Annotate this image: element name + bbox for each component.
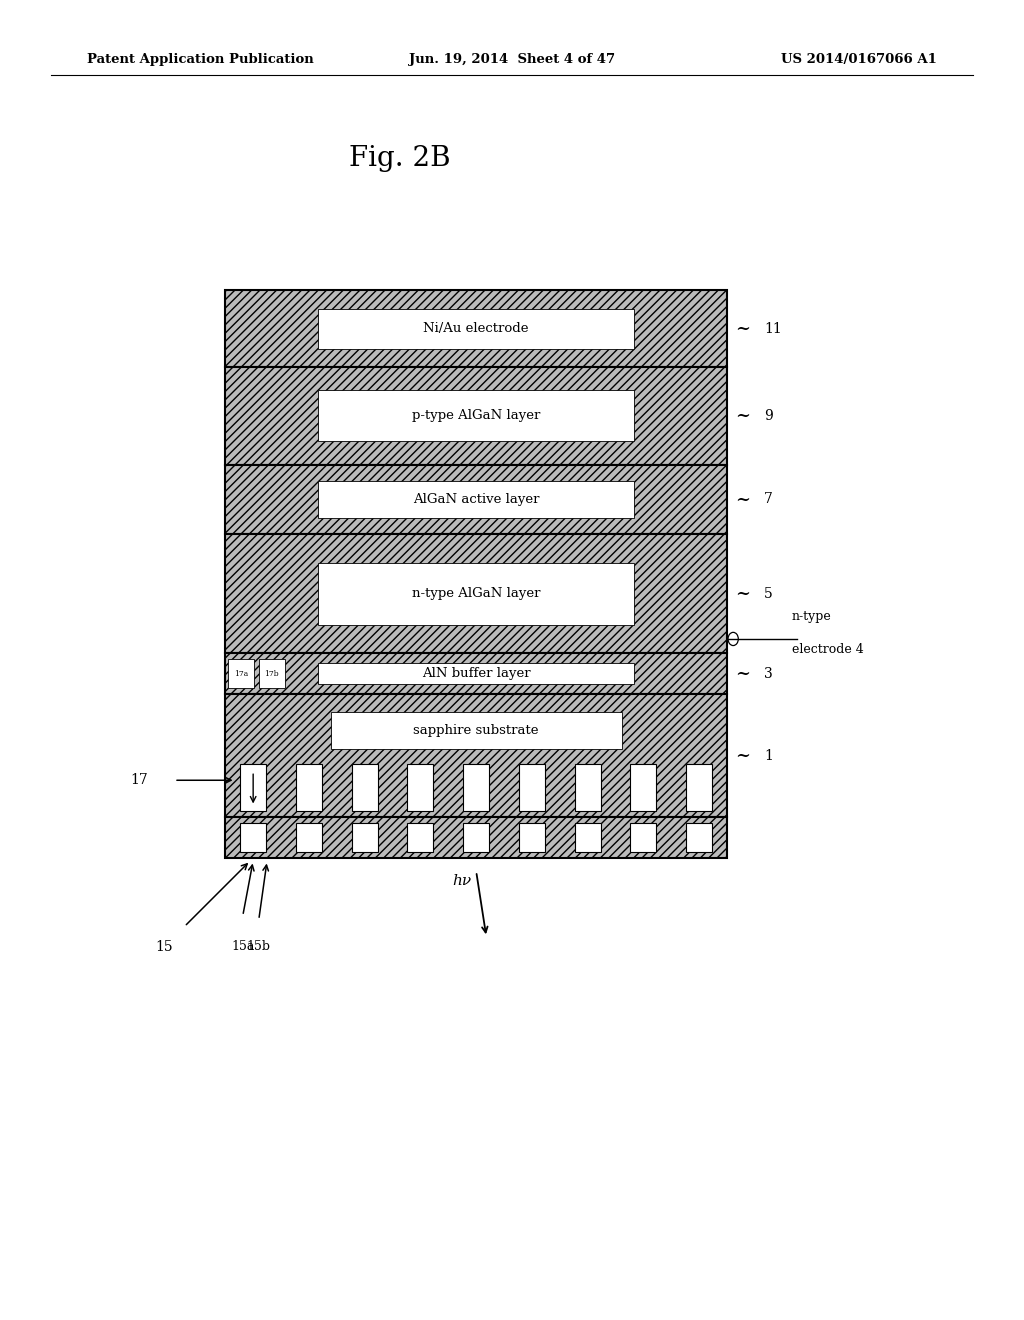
Bar [225, 535, 727, 653]
Text: Fig. 2B: Fig. 2B [348, 145, 451, 172]
Text: 17: 17 [131, 774, 148, 787]
Bar [631, 822, 656, 853]
Bar [519, 822, 545, 853]
Bar [318, 562, 634, 624]
Text: n-type: n-type [792, 610, 831, 623]
Bar [574, 764, 601, 810]
Bar [631, 764, 656, 810]
Text: AlGaN active layer: AlGaN active layer [413, 492, 540, 506]
Text: ~: ~ [735, 491, 751, 508]
Bar [331, 713, 622, 750]
Bar [225, 367, 727, 465]
Bar [318, 391, 634, 441]
Bar [225, 653, 727, 694]
Bar [408, 764, 433, 810]
Bar [225, 290, 727, 367]
Text: 5: 5 [764, 587, 773, 601]
Bar [574, 822, 601, 853]
Text: Jun. 19, 2014  Sheet 4 of 47: Jun. 19, 2014 Sheet 4 of 47 [409, 53, 615, 66]
Bar [228, 659, 254, 688]
Text: ~: ~ [735, 747, 751, 764]
Bar [318, 482, 634, 517]
Text: ~: ~ [735, 407, 751, 425]
Bar [463, 764, 489, 810]
Text: ~: ~ [735, 664, 751, 682]
Bar [351, 764, 378, 810]
Bar [225, 465, 727, 535]
Text: 11: 11 [764, 322, 781, 335]
Text: 17b: 17b [264, 669, 280, 677]
Text: 15b: 15b [247, 940, 270, 953]
Bar [351, 822, 378, 853]
Bar [463, 822, 489, 853]
Bar [296, 764, 322, 810]
Text: 3: 3 [764, 667, 773, 681]
Bar [686, 822, 713, 853]
Text: Patent Application Publication: Patent Application Publication [87, 53, 313, 66]
Bar [318, 309, 634, 348]
Bar [408, 822, 433, 853]
Bar [240, 764, 266, 810]
Bar [318, 663, 634, 684]
Bar [519, 764, 545, 810]
Text: 15: 15 [155, 940, 173, 954]
Text: AlN buffer layer: AlN buffer layer [422, 667, 530, 680]
Text: sapphire substrate: sapphire substrate [414, 725, 539, 738]
Text: 17a: 17a [234, 669, 248, 677]
Bar [686, 764, 713, 810]
Bar [259, 659, 285, 688]
Text: electrode 4: electrode 4 [792, 643, 863, 656]
Text: p-type AlGaN layer: p-type AlGaN layer [412, 409, 541, 422]
Text: ~: ~ [735, 319, 751, 338]
Text: 7: 7 [764, 492, 773, 507]
Bar [296, 822, 322, 853]
Text: ~: ~ [735, 585, 751, 603]
Bar [240, 822, 266, 853]
Text: 1: 1 [764, 748, 773, 763]
Text: 9: 9 [764, 409, 773, 422]
Text: US 2014/0167066 A1: US 2014/0167066 A1 [781, 53, 937, 66]
Text: 15a: 15a [231, 940, 254, 953]
Bar [225, 817, 727, 858]
Text: Ni/Au electrode: Ni/Au electrode [423, 322, 529, 335]
Text: n-type AlGaN layer: n-type AlGaN layer [412, 587, 541, 601]
Bar [225, 694, 727, 817]
Text: hν: hν [452, 874, 471, 888]
